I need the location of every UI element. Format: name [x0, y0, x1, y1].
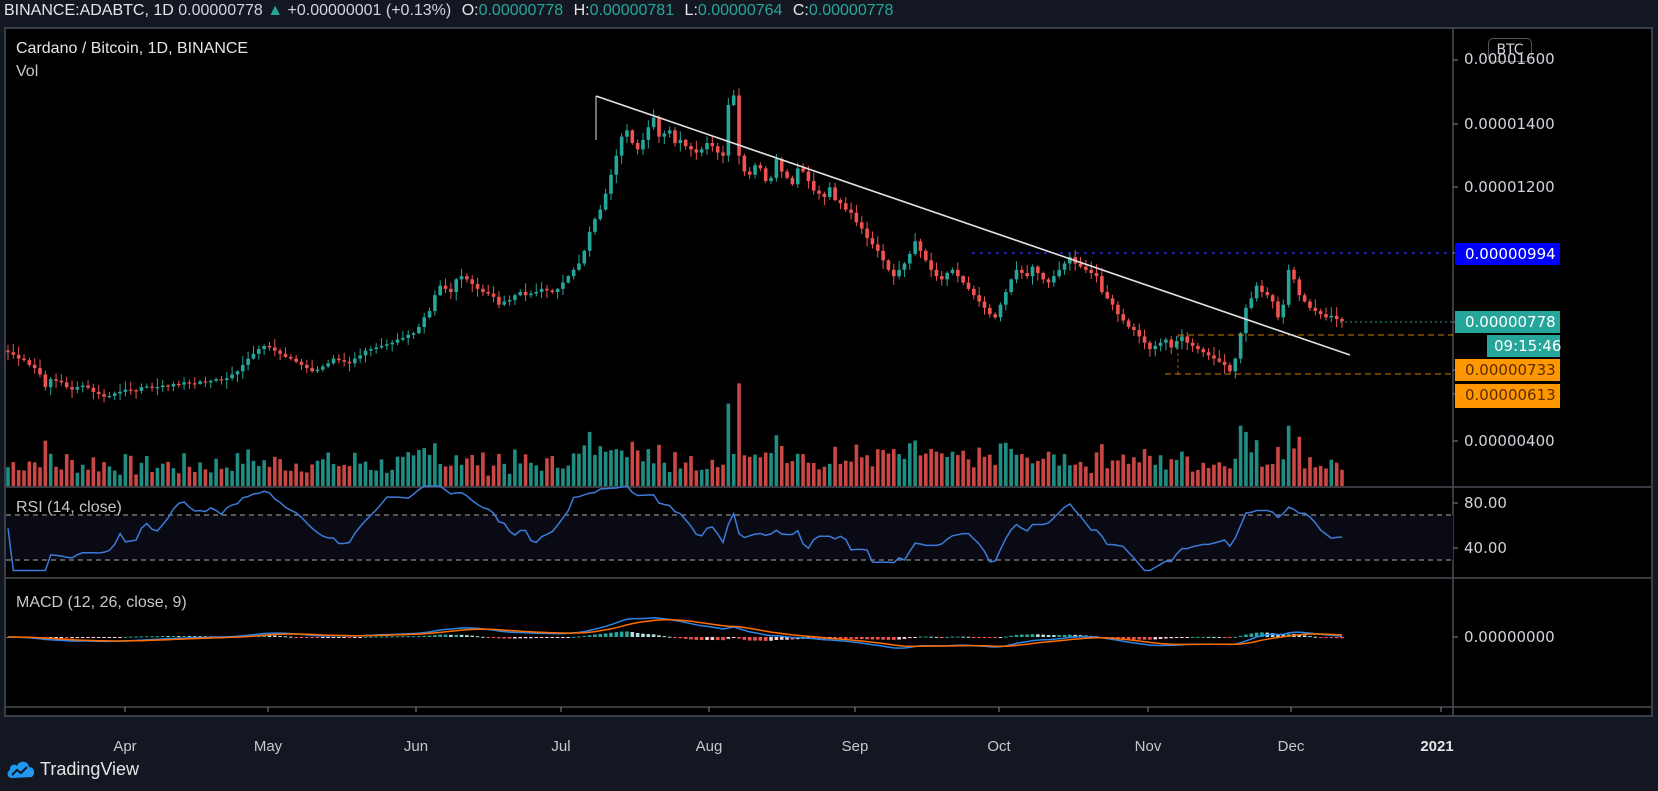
low-value: 0.00000764 — [697, 2, 783, 19]
time-tick: Dec — [1277, 738, 1305, 755]
high-value: 0.00000781 — [589, 2, 675, 19]
tradingview-brand[interactable]: TradingView — [6, 758, 139, 780]
volume-legend: Vol — [16, 63, 39, 80]
symbol-header: BINANCE:ADABTC, 1D 0.00000778 ▲ +0.00000… — [0, 0, 1658, 26]
macd-tick: 0.00000000 — [1464, 628, 1555, 646]
price-tick: 0.00001400 — [1464, 115, 1555, 133]
resistance-price-tag: 0.00000994 — [1455, 243, 1560, 265]
time-tick: Sep — [841, 738, 869, 755]
rsi-tick: 40.00 — [1464, 539, 1507, 557]
support-price-tag-lower: 0.00000613 — [1455, 384, 1560, 408]
brand-name: TradingView — [40, 758, 140, 779]
close-value: 0.00000778 — [808, 2, 894, 19]
close-label: C: — [792, 2, 809, 19]
currency-badge[interactable]: BTC — [1488, 38, 1532, 62]
last-price: 0.00000778 — [178, 2, 263, 19]
time-tick: Nov — [1134, 738, 1162, 755]
price-tick: 0.00001600 — [1464, 50, 1555, 68]
last-price-tag: 0.00000778 — [1455, 311, 1560, 333]
candle-countdown: 09:15:46 — [1487, 335, 1561, 357]
chart-frame[interactable] — [4, 27, 1653, 717]
up-arrow-icon: ▲ — [267, 2, 284, 19]
high-label: H: — [573, 2, 590, 19]
open-value: 0.00000778 — [478, 2, 564, 19]
low-label: L: — [684, 2, 698, 19]
macd-legend: MACD (12, 26, close, 9) — [16, 594, 187, 611]
price-tick: 0.00001200 — [1464, 178, 1555, 196]
time-tick: Aug — [695, 738, 723, 755]
symbol-label[interactable]: BINANCE:ADABTC, 1D — [4, 2, 174, 19]
price-change: +0.00000001 (+0.13%) — [287, 2, 452, 19]
open-label: O: — [461, 2, 479, 19]
rsi-tick: 80.00 — [1464, 494, 1507, 512]
price-tick: 0.00000400 — [1464, 432, 1555, 450]
time-tick-year: 2021 — [1420, 738, 1454, 755]
time-tick: May — [253, 738, 283, 755]
rsi-legend: RSI (14, close) — [16, 499, 122, 516]
time-tick: Jun — [403, 738, 429, 755]
chart-title: Cardano / Bitcoin, 1D, BINANCE — [16, 40, 249, 57]
time-tick: Jul — [551, 738, 571, 755]
time-tick: Oct — [987, 738, 1011, 755]
tradingview-cloud-icon — [7, 761, 35, 778]
support-price-tag-upper: 0.00000733 — [1455, 359, 1560, 381]
time-tick: Apr — [113, 738, 137, 755]
